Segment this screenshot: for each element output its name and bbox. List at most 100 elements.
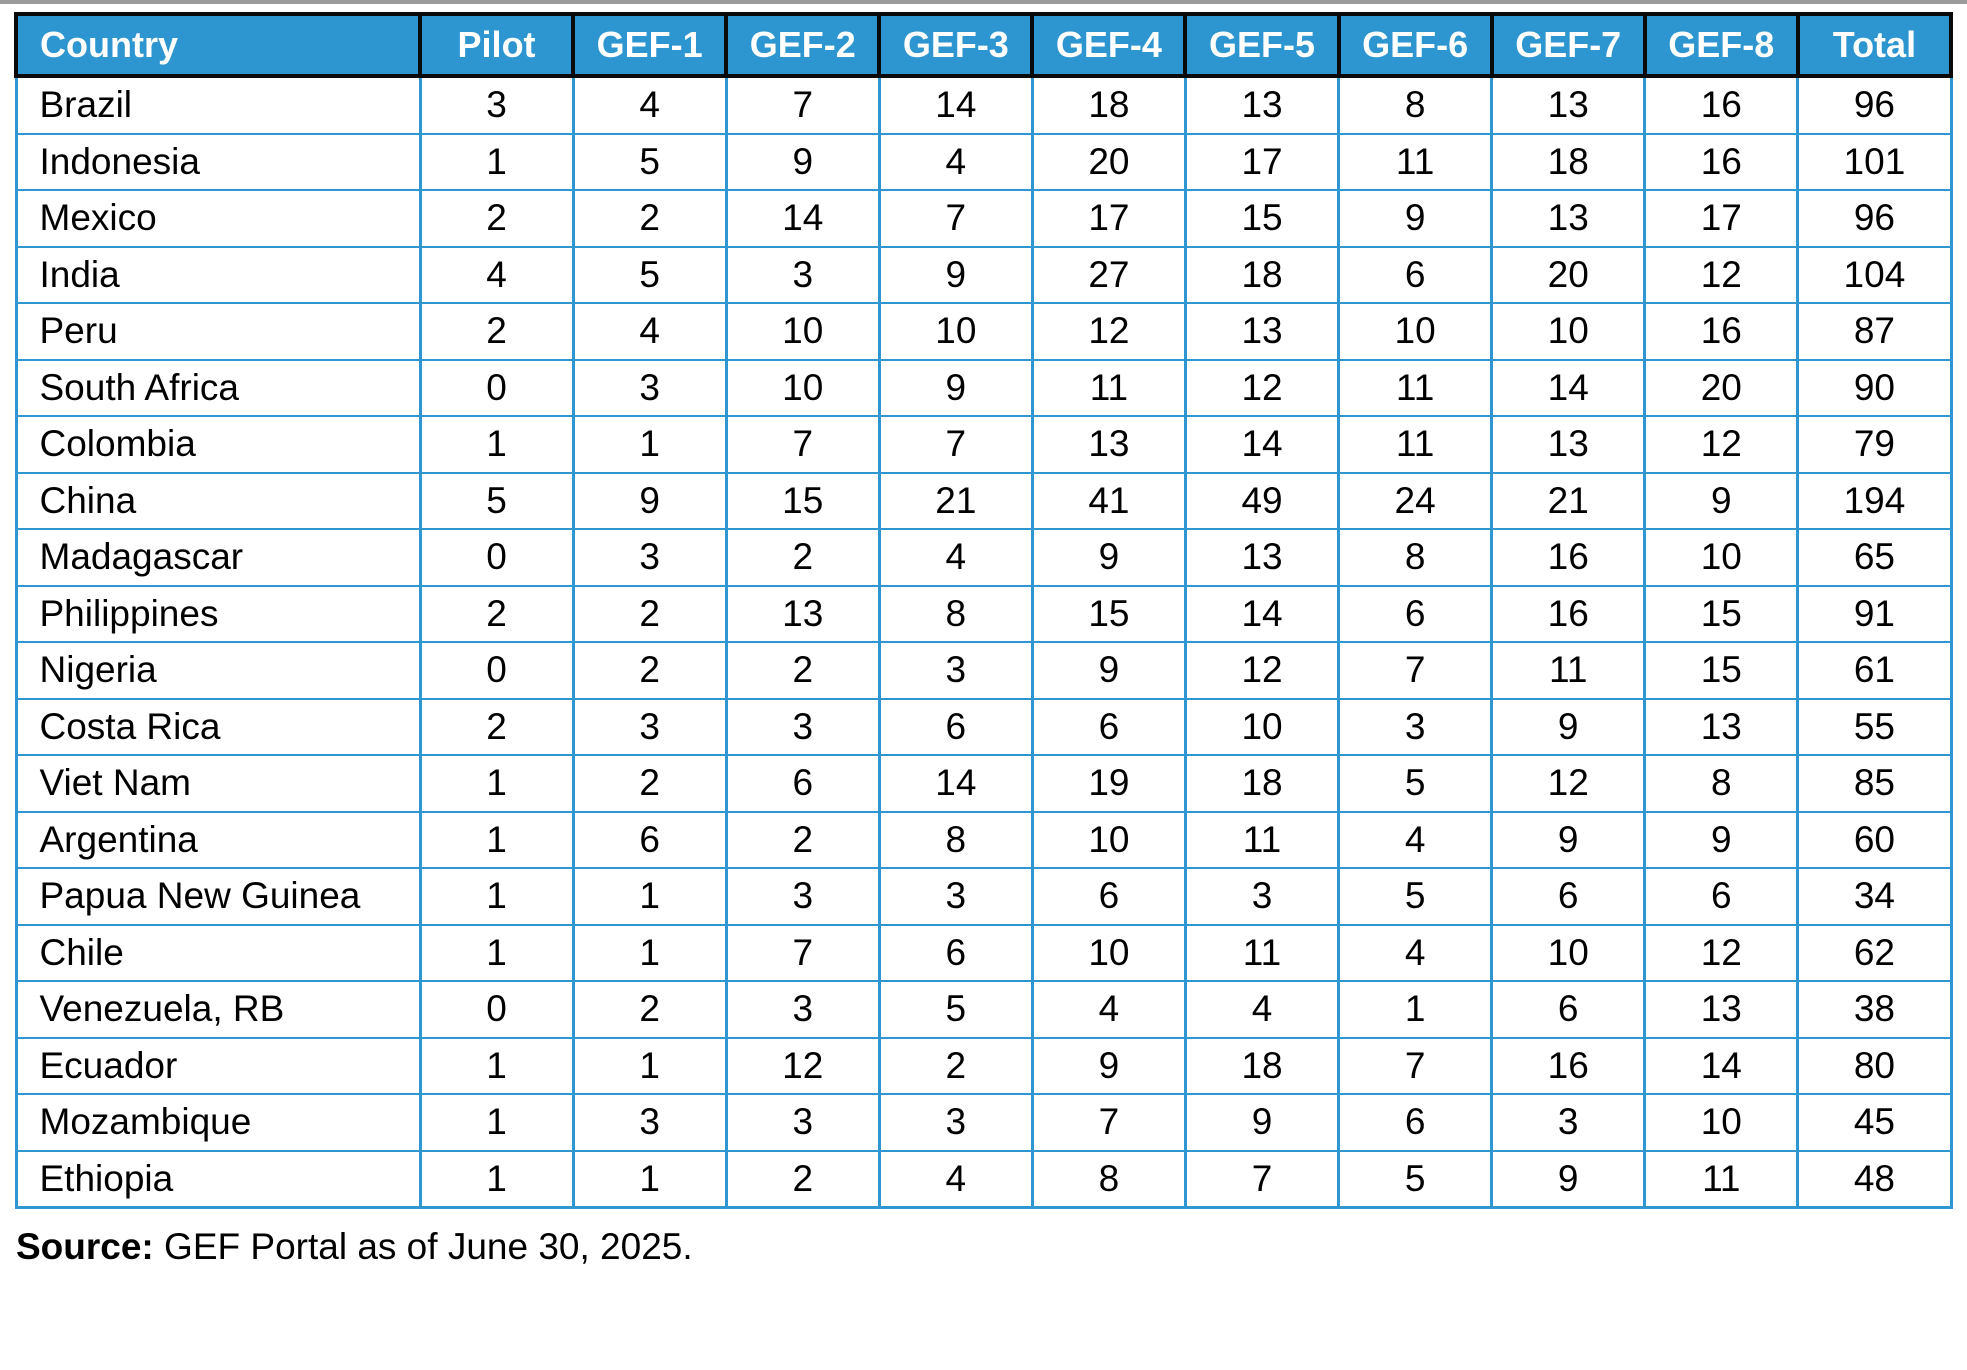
value-cell: 8 bbox=[1030, 1149, 1187, 1209]
value-cell: 19 bbox=[1030, 754, 1187, 813]
value-cell: 3 bbox=[877, 867, 1034, 926]
gef-projects-by-country-table: Country Pilot GEF-1 GEF-2 GEF-3 GEF-4 GEF-5 GEF… bbox=[14, 12, 1954, 1209]
country-cell: Colombia bbox=[14, 415, 422, 474]
total-cell: 90 bbox=[1796, 358, 1953, 417]
value-cell: 1 bbox=[418, 810, 575, 869]
value-cell: 6 bbox=[1030, 867, 1187, 926]
total-cell: 87 bbox=[1796, 302, 1953, 361]
value-cell: 13 bbox=[1643, 980, 1800, 1039]
value-cell: 10 bbox=[1183, 697, 1341, 756]
value-cell: 10 bbox=[1030, 810, 1187, 869]
value-cell: 8 bbox=[1643, 754, 1800, 813]
value-cell: 9 bbox=[877, 245, 1034, 304]
value-cell: 2 bbox=[571, 980, 728, 1039]
country-cell: Papua New Guinea bbox=[14, 867, 422, 926]
value-cell: 9 bbox=[1490, 810, 1647, 869]
value-cell: 6 bbox=[1337, 245, 1494, 304]
value-cell: 5 bbox=[1337, 754, 1494, 813]
value-cell: 3 bbox=[1490, 1093, 1647, 1152]
value-cell: 10 bbox=[1643, 528, 1800, 587]
value-cell: 13 bbox=[1030, 415, 1187, 474]
value-cell: 1 bbox=[571, 923, 728, 982]
value-cell: 3 bbox=[724, 697, 881, 756]
total-cell: 104 bbox=[1796, 245, 1953, 304]
value-cell: 4 bbox=[571, 75, 728, 135]
value-cell: 10 bbox=[877, 302, 1034, 361]
value-cell: 27 bbox=[1030, 245, 1187, 304]
value-cell: 4 bbox=[1337, 923, 1494, 982]
table-row: Indonesia 1 5 9 4 20 17 11 18 16 101 bbox=[14, 132, 1953, 191]
source-label: Source: bbox=[16, 1226, 154, 1267]
column-header-pilot: Pilot bbox=[417, 12, 576, 78]
value-cell: 16 bbox=[1643, 75, 1800, 135]
table-row: Philippines 2 2 13 8 15 14 6 16 15 91 bbox=[14, 584, 1953, 643]
value-cell: 4 bbox=[1030, 980, 1187, 1039]
value-cell: 1 bbox=[571, 1149, 728, 1209]
column-header-total: Total bbox=[1795, 12, 1954, 78]
value-cell: 13 bbox=[1490, 415, 1647, 474]
value-cell: 13 bbox=[1183, 528, 1341, 587]
value-cell: 0 bbox=[418, 358, 575, 417]
total-cell: 79 bbox=[1796, 415, 1953, 474]
value-cell: 6 bbox=[877, 923, 1034, 982]
value-cell: 14 bbox=[724, 189, 881, 248]
value-cell: 16 bbox=[1490, 584, 1647, 643]
country-cell: Indonesia bbox=[14, 132, 422, 191]
country-cell: Mexico bbox=[14, 189, 422, 248]
table-body: Brazil 3 4 7 14 18 13 8 13 16 96 Indonesia 1 5 9 4 20 17 1… bbox=[14, 75, 1953, 1209]
value-cell: 14 bbox=[877, 75, 1034, 135]
value-cell: 9 bbox=[877, 358, 1034, 417]
country-cell: Nigeria bbox=[14, 641, 422, 700]
value-cell: 11 bbox=[1030, 358, 1187, 417]
value-cell: 18 bbox=[1030, 75, 1187, 135]
total-cell: 96 bbox=[1796, 75, 1953, 135]
value-cell: 3 bbox=[571, 528, 728, 587]
value-cell: 1 bbox=[418, 867, 575, 926]
value-cell: 20 bbox=[1030, 132, 1187, 191]
value-cell: 7 bbox=[724, 923, 881, 982]
value-cell: 17 bbox=[1183, 132, 1341, 191]
value-cell: 11 bbox=[1490, 641, 1647, 700]
value-cell: 6 bbox=[1337, 1093, 1494, 1152]
value-cell: 6 bbox=[1030, 697, 1187, 756]
total-cell: 55 bbox=[1796, 697, 1953, 756]
total-cell: 38 bbox=[1796, 980, 1953, 1039]
value-cell: 10 bbox=[724, 302, 881, 361]
value-cell: 1 bbox=[418, 1036, 575, 1095]
column-header-country: Country bbox=[14, 12, 422, 78]
country-cell: Ecuador bbox=[14, 1036, 422, 1095]
country-cell: Madagascar bbox=[14, 528, 422, 587]
value-cell: 7 bbox=[877, 189, 1034, 248]
header-row: Country Pilot GEF-1 GEF-2 GEF-3 GEF-4 GEF-5 GEF… bbox=[14, 12, 1954, 78]
country-cell: Venezuela, RB bbox=[14, 980, 422, 1039]
value-cell: 8 bbox=[1337, 528, 1494, 587]
value-cell: 3 bbox=[571, 697, 728, 756]
value-cell: 13 bbox=[1490, 189, 1647, 248]
value-cell: 8 bbox=[877, 810, 1034, 869]
value-cell: 12 bbox=[1643, 245, 1800, 304]
value-cell: 15 bbox=[724, 471, 881, 530]
table-header: Country Pilot GEF-1 GEF-2 GEF-3 GEF-4 GEF-5 GEF… bbox=[14, 12, 1954, 78]
value-cell: 2 bbox=[571, 754, 728, 813]
value-cell: 12 bbox=[1490, 754, 1647, 813]
value-cell: 11 bbox=[1183, 810, 1341, 869]
value-cell: 14 bbox=[1183, 584, 1341, 643]
value-cell: 1 bbox=[418, 754, 575, 813]
country-cell: Philippines bbox=[14, 584, 422, 643]
value-cell: 11 bbox=[1337, 132, 1494, 191]
value-cell: 2 bbox=[724, 528, 881, 587]
value-cell: 9 bbox=[1030, 528, 1187, 587]
country-cell: Brazil bbox=[14, 75, 422, 135]
value-cell: 16 bbox=[1643, 302, 1800, 361]
top-crop-line bbox=[0, 0, 1967, 4]
country-cell: China bbox=[14, 471, 422, 530]
value-cell: 9 bbox=[724, 132, 881, 191]
value-cell: 18 bbox=[1183, 245, 1341, 304]
value-cell: 12 bbox=[1643, 923, 1800, 982]
value-cell: 1 bbox=[571, 415, 728, 474]
total-cell: 34 bbox=[1796, 867, 1953, 926]
value-cell: 18 bbox=[1183, 1036, 1341, 1095]
value-cell: 3 bbox=[724, 980, 881, 1039]
table-row: China 5 9 15 21 41 49 24 21 9 194 bbox=[14, 471, 1953, 530]
value-cell: 21 bbox=[1490, 471, 1647, 530]
